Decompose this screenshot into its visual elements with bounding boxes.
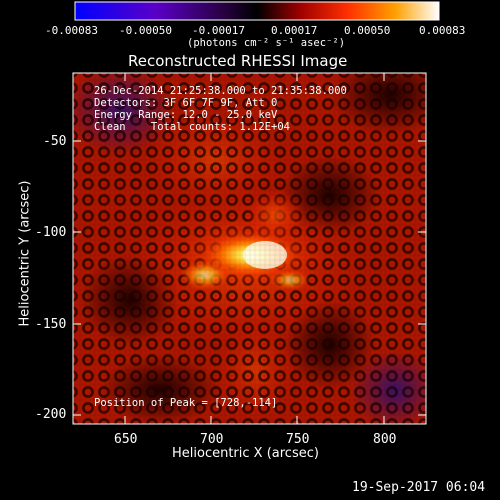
- y-axis-ticks: [73, 140, 426, 416]
- y-axis-label: Heliocentric Y (arcsec): [17, 180, 33, 327]
- colorbar-tick-label: -0.00017: [192, 24, 245, 37]
- plot-title: Reconstructed RHESSI Image: [128, 52, 348, 70]
- colorbar-tick-label: 0.00017: [271, 24, 318, 37]
- y-tick-label: -50: [43, 134, 67, 149]
- colorbar: [74, 1, 440, 21]
- info-time-range: 26-Dec-2014 21:25:38.000 to 21:35:38.000: [94, 85, 347, 97]
- render-timestamp: 19-Sep-2017 06:04: [352, 480, 486, 495]
- y-tick-label: -150: [35, 317, 67, 332]
- rhessi-image: [73, 73, 426, 424]
- x-tick-label: 650: [114, 432, 138, 447]
- info-energy-range: Energy Range: 12.0 - 25.0 keV: [94, 109, 278, 121]
- colorbar-unit-label: (photons cm⁻² s⁻¹ asec⁻²): [187, 37, 346, 49]
- plot-frame: [72, 72, 427, 425]
- colorbar-tick-label: 0.00083: [419, 24, 466, 37]
- x-axis-label: Heliocentric X (arcsec): [172, 446, 319, 461]
- info-detectors: Detectors: 3F 6F 7F 9F, Att 0: [94, 97, 278, 109]
- colorbar-tick-label: -0.00050: [119, 24, 172, 37]
- colorbar-tick-label: -0.00083: [45, 24, 98, 37]
- x-tick-label: 750: [286, 432, 310, 447]
- info-total-counts: Clean Total counts: 1.12E+04: [94, 121, 290, 133]
- x-axis-ticks: [124, 73, 385, 424]
- info-peak-position: Position of Peak = [728,-114]: [94, 397, 278, 409]
- y-tick-label: -100: [35, 225, 67, 240]
- y-tick-label: -200: [35, 407, 67, 422]
- colorbar-tick-label: 0.00050: [344, 24, 391, 37]
- x-tick-label: 800: [373, 432, 397, 447]
- x-tick-label: 700: [200, 432, 224, 447]
